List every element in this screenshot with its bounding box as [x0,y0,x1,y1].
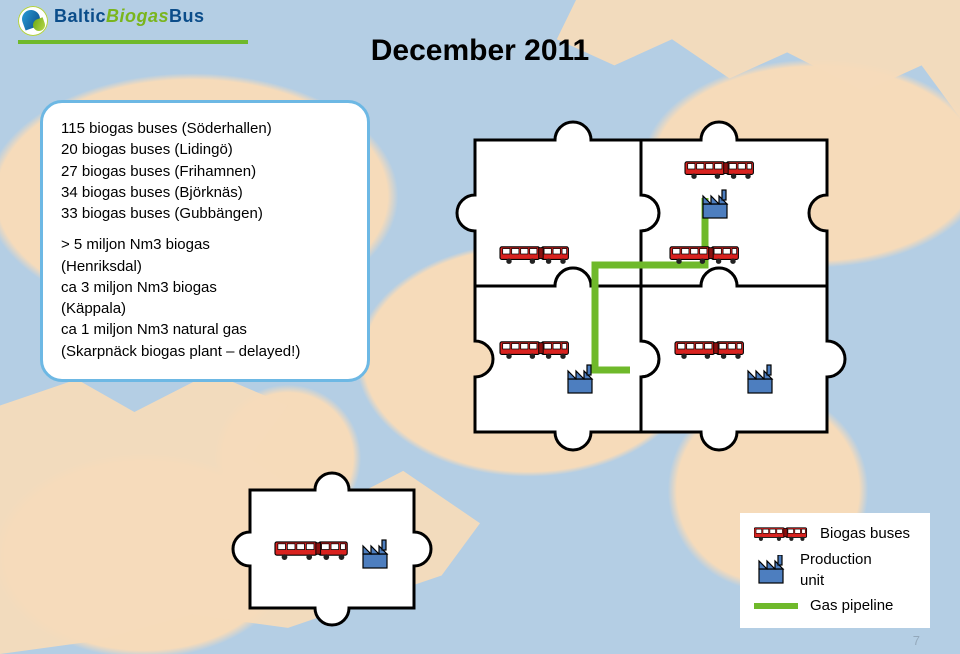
info-callout: 115 biogas buses (Söderhallen) 20 biogas… [40,100,370,382]
pipeline-icon [754,603,798,609]
puzzle-diagram [445,130,875,495]
logo-leaf-icon [18,6,48,36]
callout-line: (Henriksdal) [61,257,349,277]
callout-line: 115 biogas buses (Söderhallen) [61,119,349,139]
callout-line: (Käppala) [61,299,349,319]
callout-line: 20 biogas buses (Lidingö) [61,140,349,160]
logo-underline [18,40,248,44]
legend-label: Production [800,551,872,568]
callout-line: 33 biogas buses (Gubbängen) [61,204,349,224]
logo-part-bus: Bus [169,6,205,26]
legend-label: Gas pipeline [810,597,893,614]
logo-text: BalticBiogasBus [54,6,205,27]
callout-line: 27 biogas buses (Frihamnen) [61,162,349,182]
callout-line: (Skarpnäck biogas plant – delayed!) [61,342,349,362]
legend-row-pipeline: Gas pipeline [754,597,916,614]
factory-icon [754,555,788,585]
logo: BalticBiogasBus [18,6,205,36]
bus-icon [754,525,808,543]
legend-label: Biogas buses [820,525,910,542]
callout-line: 34 biogas buses (Björknäs) [61,183,349,203]
logo-part-baltic: Baltic [54,6,106,26]
legend-label: unit [800,572,872,589]
callout-line: ca 1 miljon Nm3 natural gas [61,320,349,340]
legend: Biogas buses Production unit Gas pipelin… [740,513,930,629]
logo-part-biogas: Biogas [106,6,169,26]
callout-line: > 5 miljon Nm3 biogas [61,235,349,255]
page-number: 7 [913,633,920,648]
legend-row-buses: Biogas buses [754,525,916,543]
callout-line: ca 3 miljon Nm3 biogas [61,278,349,298]
puzzle-piece-solo [235,470,445,635]
legend-row-production: Production unit [754,551,916,590]
